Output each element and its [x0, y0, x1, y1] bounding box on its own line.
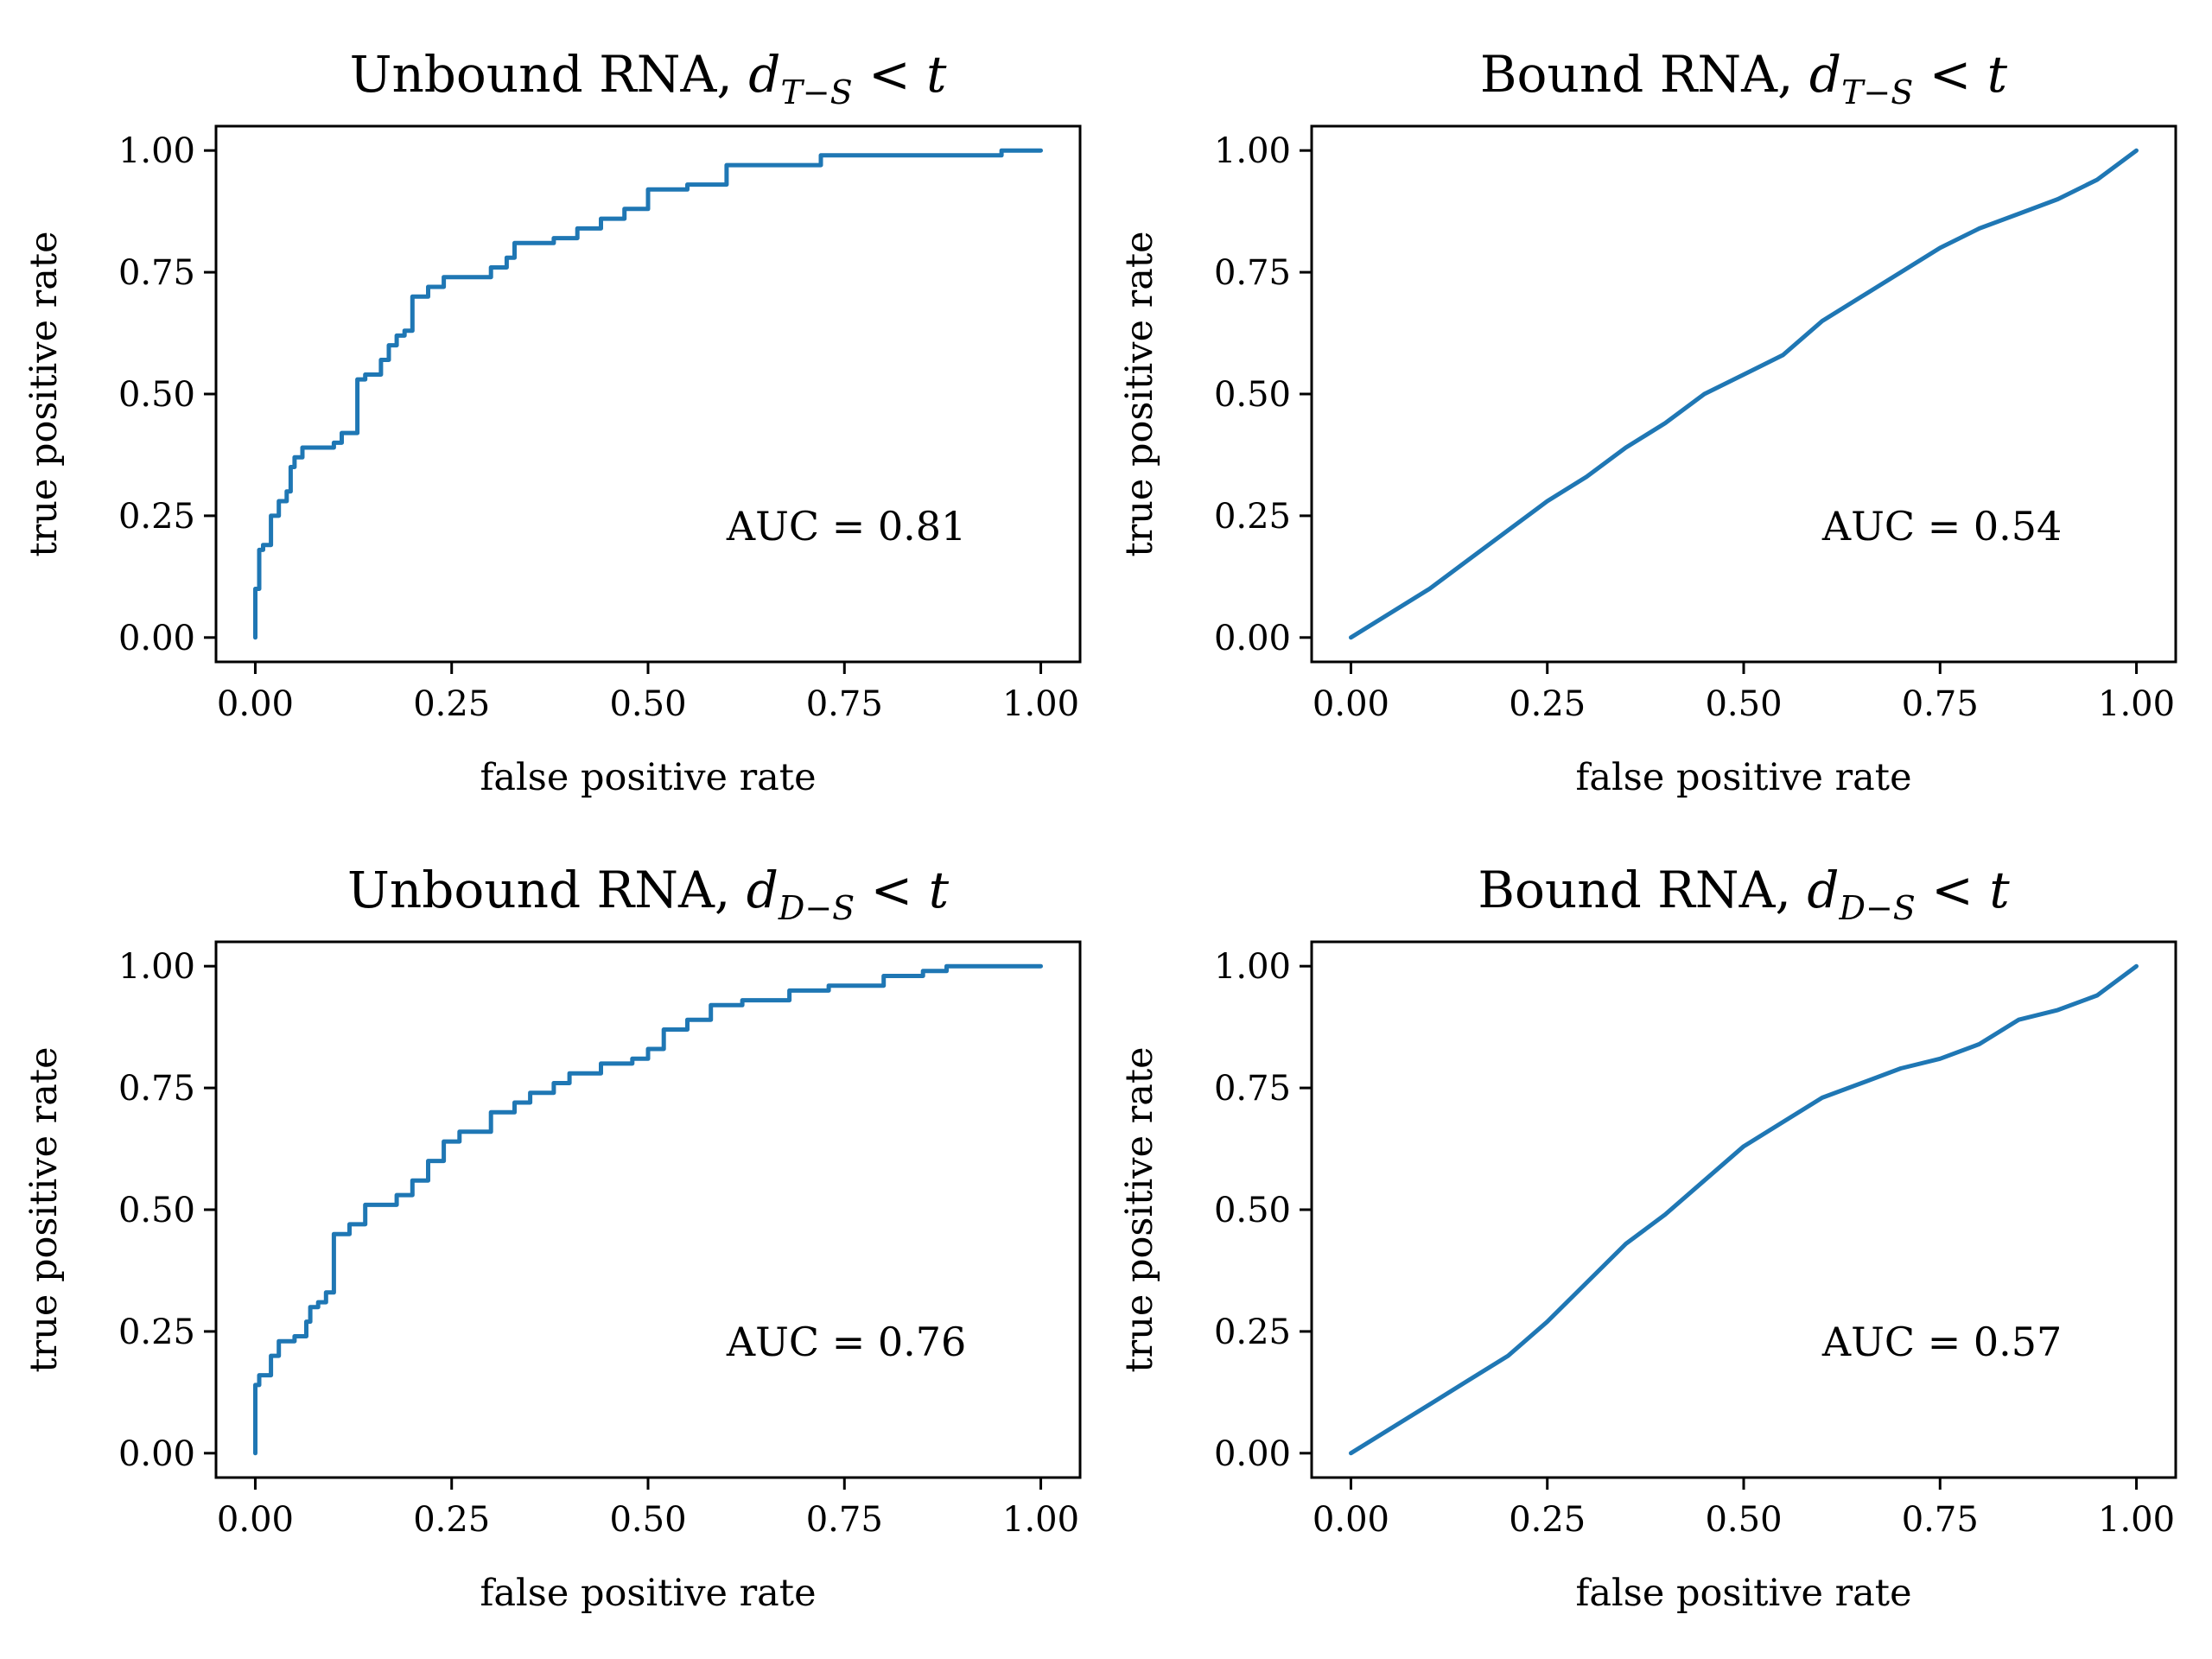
auc-annotation: AUC = 0.57 — [1821, 1319, 2062, 1365]
y-tick-label: 1.00 — [1214, 947, 1291, 987]
x-tick-label: 0.00 — [217, 684, 294, 724]
panel-title-math: d — [1807, 861, 1839, 919]
x-tick-label: 1.00 — [1002, 1500, 1079, 1540]
x-axis-label: false positive rate — [480, 1572, 816, 1615]
panel-title-tail: < t — [1913, 45, 2007, 104]
panel-title-math: d — [748, 45, 780, 104]
roc-panel-1: Unbound RNA, dT−S < t 0.00 0.25 0.50 0.75 1.0… — [22, 45, 1082, 799]
roc-curve — [253, 963, 1043, 1456]
auc-annotation: AUC = 0.54 — [1821, 503, 2062, 550]
y-axis-label: true positive rate — [1118, 1046, 1161, 1372]
panel-title-subscript: T−S — [780, 73, 852, 111]
panel-title-text: Unbound RNA, — [347, 861, 747, 919]
x-tick-label: 1.00 — [2098, 1500, 2175, 1540]
y-tick-label: 0.00 — [118, 1434, 195, 1474]
plot-frame — [1310, 940, 2177, 1479]
y-tick-label: 0.75 — [118, 1069, 195, 1109]
y-tick-label: 1.00 — [118, 131, 195, 171]
x-tick-label: 0.50 — [1705, 684, 1782, 724]
auc-annotation: AUC = 0.76 — [726, 1319, 966, 1365]
x-tick-label: 0.00 — [217, 1500, 294, 1540]
y-tick-label: 0.50 — [118, 375, 195, 415]
x-axis-label: false positive rate — [1575, 1572, 1911, 1615]
y-tick-label: 0.25 — [118, 497, 195, 537]
y-tick-label: 0.00 — [1214, 619, 1291, 658]
panel-title-text: Bound RNA, — [1478, 861, 1807, 919]
x-tick-label: 0.25 — [413, 1500, 490, 1540]
x-tick-label: 0.25 — [1509, 684, 1586, 724]
roc-panel-3: Unbound RNA, dD−S < t 0.00 0.25 0.50 0.75 1.0… — [22, 861, 1082, 1615]
panel-title-subscript: D−S — [1839, 889, 1916, 927]
panel-title-subscript: D−S — [778, 889, 855, 927]
y-tick-label: 0.00 — [118, 619, 195, 658]
y-axis-label: true positive rate — [22, 231, 66, 556]
roc-panel-4: Bound RNA, dD−S < t 0.00 0.25 0.50 0.75 1.00 0… — [1118, 861, 2177, 1615]
panel-title-text: Unbound RNA, — [350, 45, 749, 104]
y-tick-label: 0.25 — [1214, 497, 1291, 537]
roc-curve — [253, 148, 1043, 640]
y-axis-label: true positive rate — [1118, 231, 1161, 556]
roc-panel-2: Bound RNA, dT−S < t 0.00 0.25 0.50 0.75 1.00 0… — [1118, 45, 2177, 799]
panel-title: Bound RNA, dT−S < t — [1480, 45, 2008, 111]
roc-curve — [1349, 963, 2139, 1456]
y-tick-label: 0.75 — [1214, 253, 1291, 293]
y-tick-label: 1.00 — [118, 947, 195, 987]
roc-curve — [1349, 148, 2139, 640]
y-tick-label: 0.25 — [1214, 1313, 1291, 1352]
panel-title-tail: < t — [855, 861, 949, 919]
plot-frame — [214, 940, 1082, 1479]
x-tick-label: 0.25 — [1509, 1500, 1586, 1540]
plot-frame — [1310, 124, 2177, 664]
y-tick-label: 0.50 — [118, 1191, 195, 1230]
x-tick-label: 0.75 — [806, 684, 883, 724]
y-tick-label: 0.75 — [118, 253, 195, 293]
x-tick-label: 0.00 — [1313, 1500, 1389, 1540]
x-axis-label: false positive rate — [1575, 756, 1911, 799]
y-tick-label: 0.00 — [1214, 1434, 1291, 1474]
panel-title: Bound RNA, dD−S < t — [1478, 861, 2010, 927]
auc-annotation: AUC = 0.81 — [726, 503, 966, 550]
y-tick-label: 0.25 — [118, 1313, 195, 1352]
panel-title-tail: < t — [853, 45, 947, 104]
x-axis-label: false positive rate — [480, 756, 816, 799]
plot-frame — [214, 124, 1082, 664]
x-tick-label: 0.75 — [1902, 1500, 1979, 1540]
x-tick-label: 0.50 — [609, 684, 686, 724]
x-tick-label: 0.50 — [1705, 1500, 1782, 1540]
y-tick-label: 0.50 — [1214, 375, 1291, 415]
x-tick-label: 0.75 — [1902, 684, 1979, 724]
y-tick-label: 1.00 — [1214, 131, 1291, 171]
x-tick-label: 0.00 — [1313, 684, 1389, 724]
panel-title: Unbound RNA, dT−S < t — [350, 45, 948, 111]
panel-title-subscript: T−S — [1841, 73, 1913, 111]
panel-title-tail: < t — [1916, 861, 2010, 919]
y-tick-label: 0.75 — [1214, 1069, 1291, 1109]
x-tick-label: 0.75 — [806, 1500, 883, 1540]
x-tick-label: 1.00 — [1002, 684, 1079, 724]
panel-title: Unbound RNA, dD−S < t — [347, 861, 950, 927]
panel-title-math: d — [1809, 45, 1841, 104]
x-tick-label: 0.25 — [413, 684, 490, 724]
x-tick-label: 1.00 — [2098, 684, 2175, 724]
x-tick-label: 0.50 — [609, 1500, 686, 1540]
y-tick-label: 0.50 — [1214, 1191, 1291, 1230]
y-axis-label: true positive rate — [22, 1046, 66, 1372]
panel-title-text: Bound RNA, — [1480, 45, 1809, 104]
panel-title-math: d — [747, 861, 779, 919]
